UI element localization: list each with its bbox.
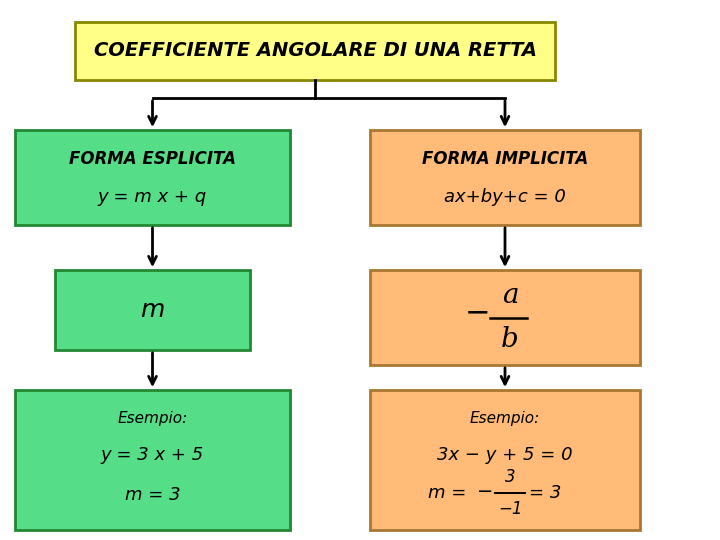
Bar xyxy=(370,130,640,225)
Text: a: a xyxy=(502,282,518,309)
Text: −: − xyxy=(477,482,493,501)
Text: FORMA IMPLICITA: FORMA IMPLICITA xyxy=(422,151,588,168)
Text: = 3: = 3 xyxy=(528,484,561,502)
Text: m: m xyxy=(140,298,165,322)
Text: −: − xyxy=(464,298,490,327)
Text: FORMA ESPLICITA: FORMA ESPLICITA xyxy=(69,151,236,168)
Text: m =: m = xyxy=(428,484,472,502)
Text: ax+by+c = 0: ax+by+c = 0 xyxy=(444,188,566,206)
Text: 3: 3 xyxy=(505,468,516,486)
Text: y = 3 x + 5: y = 3 x + 5 xyxy=(101,446,204,464)
Text: −1: −1 xyxy=(498,500,522,518)
Text: m = 3: m = 3 xyxy=(125,486,180,504)
Bar xyxy=(370,270,640,365)
Text: COEFFICIENTE ANGOLARE DI UNA RETTA: COEFFICIENTE ANGOLARE DI UNA RETTA xyxy=(94,42,536,60)
Text: 3x − y + 5 = 0: 3x − y + 5 = 0 xyxy=(437,446,573,464)
Text: Esempio:: Esempio: xyxy=(470,410,540,426)
Bar xyxy=(15,130,290,225)
Bar xyxy=(55,270,250,350)
Text: b: b xyxy=(501,326,519,353)
Bar xyxy=(15,390,290,530)
Bar xyxy=(370,390,640,530)
Text: Esempio:: Esempio: xyxy=(117,410,188,426)
Text: y = m x + q: y = m x + q xyxy=(98,188,207,206)
Bar xyxy=(75,22,555,80)
